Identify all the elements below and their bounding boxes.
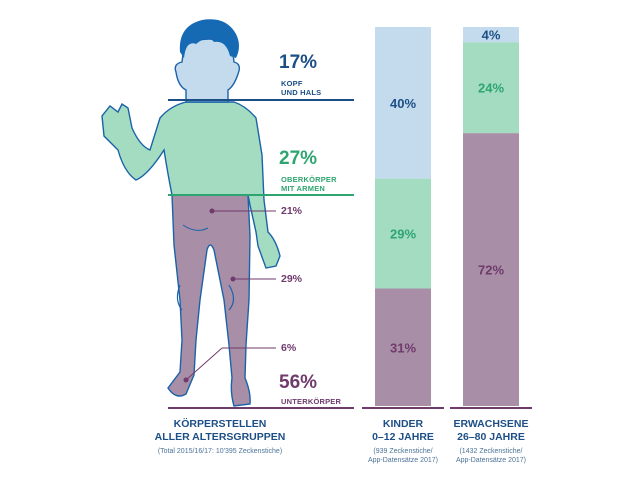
kids-note-line2: App-Datensätze 2017) [367,457,439,464]
upper-body-shape [101,101,281,269]
lower-body-shape [167,194,251,407]
all-ages-title: KÖRPERSTELLEN ALLER ALTERSGRUPPEN [120,418,320,444]
lower-pct: 56% [279,372,318,393]
upper-label-line1: OBERKÖRPER [281,175,337,184]
knee-left [176,284,183,311]
adults-title-line2: 26–80 JAHRE [457,431,525,443]
kids-bar-label-2: 40% [390,96,416,111]
all-ages-note: (Total 2015/16/17: 10'395 Zeckenstiche) [157,448,283,455]
adults-bar-segment-1 [463,42,519,134]
adults-bar-segment-0 [463,133,519,406]
kids-bar-segment-0 [375,288,431,406]
sub-pct-6: 6% [281,342,297,354]
all-ages-title-line2: ALLER ALTERSGRUPPEN [154,431,286,443]
kids-bar-segment-2 [375,27,431,179]
kids-title: KINDER 0–12 JAHRE [353,418,453,444]
all-ages-title-line1: KÖRPERSTELLEN [173,418,267,430]
knee-right [228,284,235,311]
body-figure [101,19,281,407]
leader-dot-6 [183,377,189,383]
kids-title-line2: 0–12 JAHRE [372,431,434,443]
kids-note-line1: (939 Zeckenstiche/ [373,448,433,455]
leader-line-6a [185,347,223,381]
adults-note-line2: App-Datensätze 2017) [455,457,527,464]
leader-dot-21 [209,208,215,214]
lower-label: UNTERKÖRPER [281,397,342,406]
adults-note-line1: (1432 Zeckenstiche/ [459,448,523,455]
kids-note: (939 Zeckenstiche/ App-Datensätze 2017) [353,447,453,465]
bar-group: 31% 29% 40% 72% 24% 4% [375,27,519,406]
adults-bar-segment-2 [463,27,519,43]
head-label-line2: UND HALS [281,88,322,97]
adults-bar-label-2: 4% [482,28,501,43]
sub-pct-29: 29% [281,273,303,285]
kids-bar-segment-1 [375,178,431,289]
leader-dot-29 [230,276,236,282]
hair-shape [179,19,239,58]
kids-title-line1: KINDER [382,418,424,430]
adults-title: ERWACHSENE 26–80 JAHRE [441,418,541,444]
adults-bar-label-1: 24% [478,81,504,96]
upper-pct: 27% [279,148,318,169]
sub-pct-21: 21% [281,205,303,217]
adults-note: (1432 Zeckenstiche/ App-Datensätze 2017) [441,447,541,465]
groin-line [182,224,209,231]
adults-bar-label-0: 72% [478,263,504,278]
head-label-line1: KOPF [281,79,303,88]
adults-title-line1: ERWACHSENE [453,418,529,430]
head-label: KOPF UND HALS [281,79,321,97]
upper-label: OBERKÖRPER MIT ARMEN [281,175,337,193]
head-pct: 17% [279,52,318,73]
kids-bar-label-0: 31% [390,340,416,355]
kids-bar-label-1: 29% [390,227,416,242]
upper-label-line2: MIT ARMEN [281,184,326,193]
